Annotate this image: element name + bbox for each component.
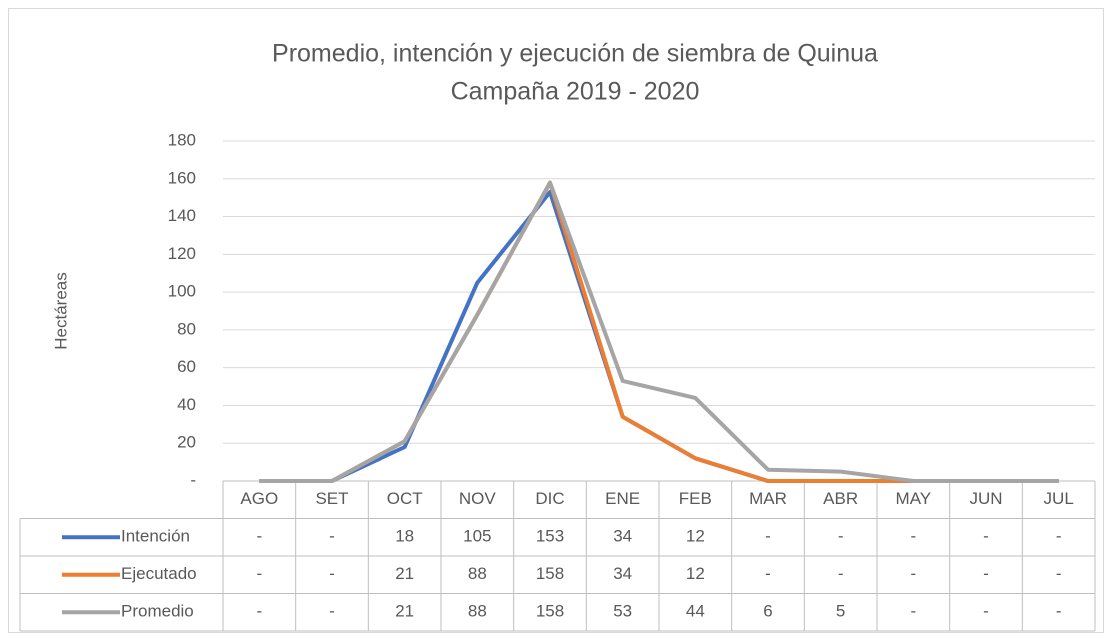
y-tick-label: 60 — [177, 357, 196, 376]
table-value: 34 — [613, 564, 632, 583]
y-tick-label: 20 — [177, 433, 196, 452]
x-tick-label: JUL — [1044, 489, 1074, 508]
table-value: - — [256, 602, 262, 621]
table-value: 34 — [613, 527, 632, 546]
y-tick-label: 120 — [168, 244, 196, 263]
table-value: 88 — [468, 602, 487, 621]
x-tick-label: SET — [315, 489, 348, 508]
table-value: - — [1056, 527, 1062, 546]
x-tick-label: ABR — [823, 489, 858, 508]
table-value: 21 — [395, 602, 414, 621]
y-tick-label: 140 — [168, 206, 196, 225]
x-tick-label: JUN — [969, 489, 1002, 508]
table-value: - — [838, 564, 844, 583]
table-value: 21 — [395, 564, 414, 583]
table-value: 105 — [463, 527, 491, 546]
table-value: - — [1056, 602, 1062, 621]
table-value: 5 — [836, 602, 845, 621]
y-tick-label: 100 — [168, 282, 196, 301]
y-tick-label: 80 — [177, 319, 196, 338]
table-value: - — [838, 527, 844, 546]
chart-title: Promedio, intención y ejecución de siemb… — [272, 40, 878, 68]
y-tick-label: 180 — [168, 130, 196, 149]
x-tick-label: NOV — [459, 489, 497, 508]
chart-subtitle: Campaña 2019 - 2020 — [451, 78, 700, 106]
x-tick-label: DIC — [535, 489, 564, 508]
legend-label: Promedio — [121, 602, 194, 621]
y-tick-label: - — [190, 470, 196, 489]
x-tick-label: MAY — [896, 489, 932, 508]
y-tick-label: 160 — [168, 168, 196, 187]
table-value: - — [910, 602, 916, 621]
table-value: - — [765, 527, 771, 546]
legend-label: Intención — [121, 527, 190, 546]
legend-label: Ejecutado — [121, 564, 197, 583]
table-value: - — [983, 527, 989, 546]
table-value: - — [329, 527, 335, 546]
table-value: - — [983, 602, 989, 621]
x-tick-label: OCT — [387, 489, 423, 508]
table-value: - — [329, 602, 335, 621]
x-tick-label: AGO — [240, 489, 278, 508]
x-tick-label: FEB — [679, 489, 712, 508]
table-value: 153 — [536, 527, 564, 546]
table-value: 44 — [686, 602, 705, 621]
y-axis-label: Hectáreas — [51, 272, 70, 349]
table-value: - — [329, 564, 335, 583]
x-tick-label: ENE — [605, 489, 640, 508]
x-tick-label: MAR — [749, 489, 787, 508]
table-value: 158 — [536, 602, 564, 621]
table-value: - — [983, 564, 989, 583]
chart-border — [8, 8, 1104, 633]
table-value: - — [256, 564, 262, 583]
table-value: 12 — [686, 564, 705, 583]
table-value: - — [910, 564, 916, 583]
y-tick-label: 40 — [177, 395, 196, 414]
table-value: 158 — [536, 564, 564, 583]
table-value: - — [1056, 564, 1062, 583]
table-value: 53 — [613, 602, 632, 621]
table-value: 88 — [468, 564, 487, 583]
table-value: 18 — [395, 527, 414, 546]
table-value: 12 — [686, 527, 705, 546]
table-value: 6 — [763, 602, 772, 621]
table-value: - — [910, 527, 916, 546]
table-value: - — [765, 564, 771, 583]
table-value: - — [256, 527, 262, 546]
series-line — [259, 180, 1059, 483]
